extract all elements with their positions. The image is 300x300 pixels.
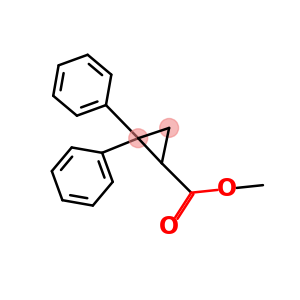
Circle shape [160,118,178,137]
Text: O: O [217,177,237,201]
Text: O: O [159,215,179,239]
Circle shape [129,129,148,148]
